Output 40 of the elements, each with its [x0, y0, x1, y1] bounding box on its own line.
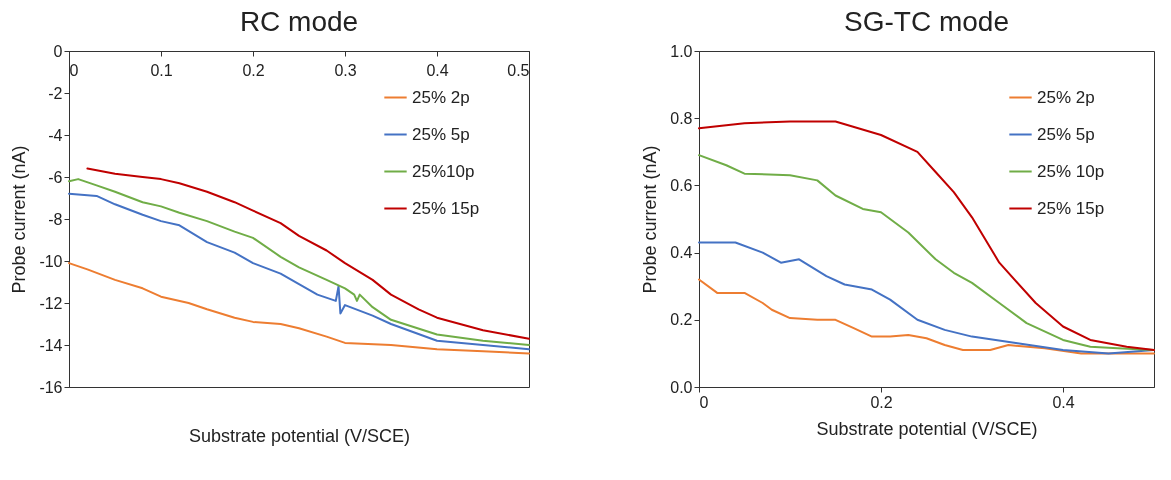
- legend-label: 25% 10p: [1037, 161, 1105, 181]
- legend-label: 25%10p: [412, 161, 475, 181]
- x-tick-label: 0.5: [507, 61, 530, 79]
- x-axis-title: Substrate potential (V/SCE): [188, 425, 411, 446]
- y-axis-title: Probe current (nA): [9, 145, 30, 294]
- y-tick-label: -12: [39, 294, 63, 312]
- x-tick-label: 0.1: [150, 61, 173, 79]
- x-axis-title: Substrate potential (V/SCE): [816, 418, 1038, 439]
- y-tick-label: 1.0: [670, 42, 693, 60]
- line-series: [698, 278, 1155, 355]
- legend-label: 25% 5p: [1037, 124, 1095, 144]
- x-tick-label: 0: [699, 393, 709, 411]
- chart-title: RC mode: [239, 6, 359, 37]
- y-tick-label: 0.2: [670, 311, 693, 329]
- legend-label: 25% 2p: [412, 87, 470, 107]
- legend-label: 25% 15p: [1037, 198, 1105, 218]
- y-tick-label: 0.8: [670, 109, 693, 127]
- y-tick-label: -10: [39, 252, 63, 270]
- chart-title: SG-TC mode: [844, 6, 1009, 37]
- y-axis-title: Probe current (nA): [640, 145, 661, 294]
- y-tick-label: 0.4: [670, 244, 693, 262]
- y-tick-label: -4: [48, 126, 63, 144]
- legend-label: 25% 2p: [1037, 87, 1095, 107]
- x-tick-label: 0.2: [242, 61, 265, 79]
- y-tick-label: -14: [39, 336, 63, 354]
- y-tick-label: 0.6: [670, 176, 693, 194]
- x-tick-label: 0.2: [870, 393, 893, 411]
- legend-label: 25% 5p: [412, 124, 470, 144]
- x-tick-label: 0.3: [334, 61, 357, 79]
- y-tick-label: -2: [48, 84, 63, 102]
- y-tick-label: 0.0: [670, 378, 693, 396]
- legend-label: 25% 15p: [412, 198, 480, 218]
- x-tick-label: 0.4: [426, 61, 449, 79]
- y-tick-label: -16: [39, 378, 63, 396]
- y-tick-label: -6: [48, 168, 63, 186]
- y-tick-label: 0: [53, 42, 63, 60]
- x-tick-label: 0.4: [1052, 393, 1075, 411]
- y-tick-label: -8: [48, 210, 63, 228]
- x-tick-label: 0: [69, 61, 79, 79]
- line-series: [68, 262, 530, 355]
